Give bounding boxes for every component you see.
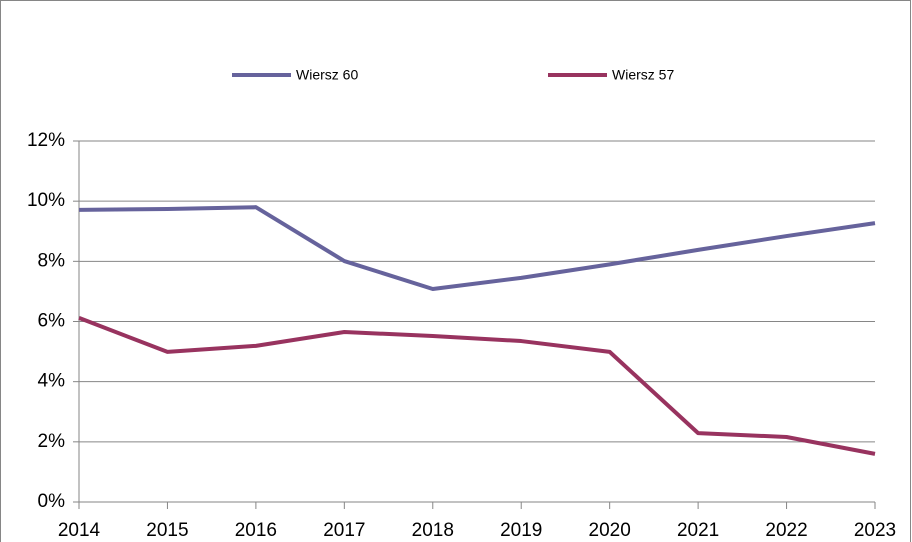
- x-tick-label: 2014: [58, 520, 101, 541]
- x-tick-label: 2019: [500, 520, 542, 541]
- x-tick-label: 2016: [235, 520, 277, 541]
- y-tick-label: 0%: [38, 491, 66, 512]
- y-tick-label: 12%: [27, 130, 65, 151]
- line-series: [78, 205, 876, 292]
- x-tick-label: 2023: [854, 520, 896, 541]
- x-tick-label: 2020: [589, 520, 631, 541]
- legend-label: Wiersz 60: [296, 67, 358, 83]
- x-tick-label: 2022: [765, 520, 807, 541]
- line-series: [78, 316, 876, 456]
- y-tick-label: 4%: [38, 371, 66, 392]
- y-tick-label: 6%: [38, 311, 66, 332]
- legend-label: Wiersz 57: [612, 67, 674, 83]
- x-tick-label: 2015: [146, 520, 188, 541]
- y-tick-label: 2%: [38, 431, 66, 452]
- x-tick-label: 2017: [323, 520, 365, 541]
- y-tick-label: 8%: [38, 250, 66, 271]
- x-tick-label: 2021: [677, 520, 719, 541]
- y-tick-label: 10%: [27, 190, 65, 211]
- x-tick-label: 2018: [412, 520, 454, 541]
